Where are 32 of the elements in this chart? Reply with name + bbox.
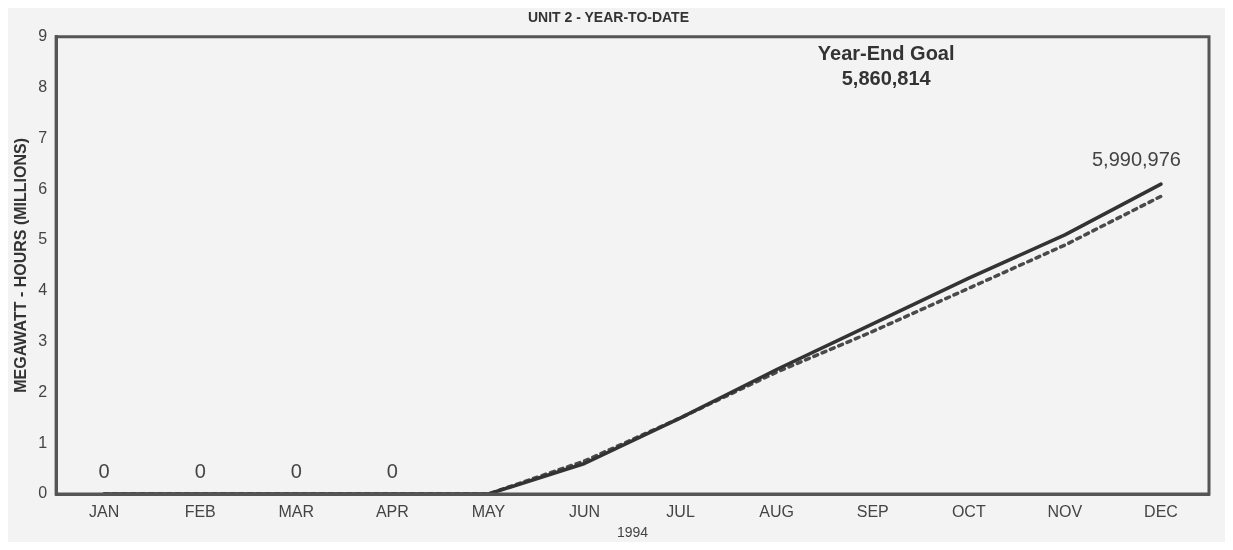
- x-tick-label: AUG: [759, 503, 794, 521]
- y-tick-label: 0: [38, 484, 48, 502]
- x-tick-label: SEP: [856, 503, 889, 521]
- y-tick-label: 1: [38, 433, 48, 451]
- x-tick-label: MAR: [278, 503, 315, 521]
- x-tick-label: OCT: [951, 503, 986, 521]
- x-tick-label: JUN: [568, 503, 601, 521]
- y-tick-label: 9: [38, 27, 48, 45]
- data-label: 0: [290, 459, 302, 482]
- y-tick-label: 4: [38, 281, 48, 299]
- x-tick-label: DEC: [1144, 503, 1178, 521]
- x-tick-label: JAN: [89, 503, 120, 521]
- y-tick-label: 2: [38, 382, 48, 400]
- y-tick-label: 3: [38, 332, 48, 350]
- x-axis-title: 1994: [616, 524, 649, 541]
- x-tick-label: JUL: [666, 503, 695, 521]
- y-tick-label: 6: [38, 179, 48, 197]
- data-label: 0: [98, 459, 110, 482]
- y-axis-title: MEGAWATT - HOURS (MILLIONS): [12, 138, 30, 393]
- x-tick-label: FEB: [184, 503, 216, 521]
- annotation: Year-End Goal: [817, 42, 955, 65]
- x-tick-label: NOV: [1047, 503, 1083, 521]
- annotation: 5,990,976: [1091, 147, 1181, 170]
- chart-title: UNIT 2 - YEAR-TO-DATE: [527, 9, 690, 26]
- y-tick-label: 5: [38, 230, 48, 248]
- x-tick-label: MAY: [471, 503, 506, 521]
- y-tick-label: 7: [38, 128, 48, 146]
- data-label: 0: [386, 459, 398, 482]
- x-tick-label: APR: [375, 503, 409, 521]
- y-tick-label: 8: [38, 78, 48, 96]
- annotation: 5,860,814: [841, 67, 932, 90]
- data-label: 0: [194, 459, 206, 482]
